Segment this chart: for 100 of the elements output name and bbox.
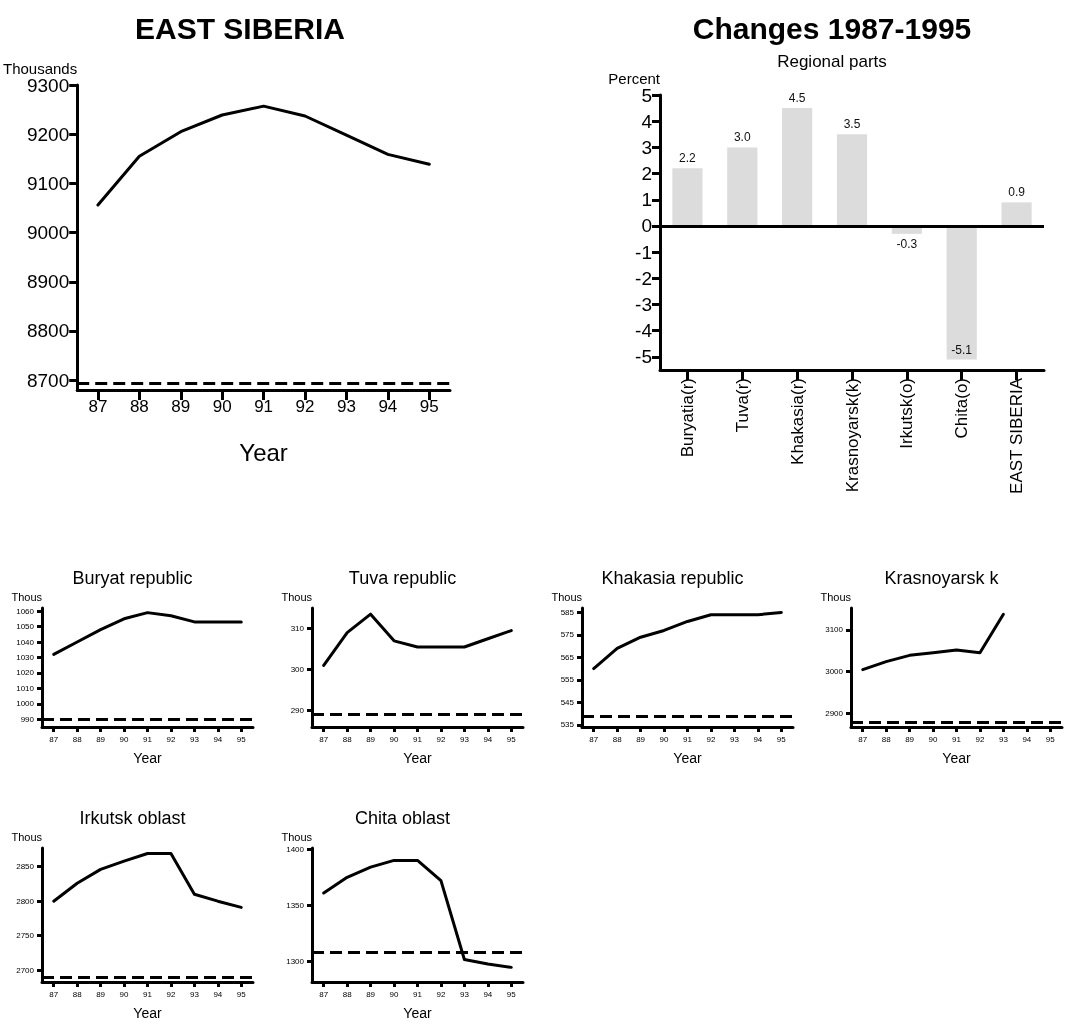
data-label: 4.5: [788, 91, 806, 106]
x-tick-label: 95: [776, 734, 787, 744]
data-label: -5.1: [951, 342, 973, 357]
x-tick-label: 94: [378, 397, 398, 416]
y-tick-label: 310: [290, 624, 305, 634]
x-tick-label: 88: [342, 989, 353, 999]
x-tick-label: 89: [96, 989, 106, 999]
x-tick-label: 91: [143, 734, 153, 744]
chart-subtitle: Regional parts: [777, 52, 887, 71]
data-label: 3.5: [843, 117, 861, 132]
x-tick-label: 94: [753, 734, 763, 744]
x-tick-label: 87: [589, 734, 599, 744]
y-tick-label: 585: [560, 607, 575, 617]
x-tick-label: 93: [189, 734, 200, 744]
y-tick-label: -2: [635, 267, 652, 289]
y-tick-label: -4: [635, 320, 653, 342]
y-tick-label: 1020: [16, 668, 35, 678]
y-tick-label: 5: [641, 84, 652, 106]
y-tick-label: 1300: [286, 957, 305, 967]
chart-title: Krasnoyarsk k: [884, 568, 1000, 588]
chart-title: Khakasia republic: [601, 568, 744, 588]
y-tick-label: 1010: [16, 683, 35, 693]
x-tick-label: 88: [612, 734, 623, 744]
x-axis-title: Year: [239, 438, 288, 466]
x-tick-label: 91: [413, 989, 423, 999]
y-tick-label: 9000: [26, 222, 70, 244]
y-tick-label: 9100: [26, 172, 70, 194]
x-tick-label: Buryatia(r): [677, 378, 697, 458]
y-tick-label: 575: [560, 630, 575, 640]
x-tick-label: EAST SIBERIA: [1007, 377, 1027, 494]
y-tick-label: 3000: [825, 667, 844, 677]
y-axis-title: Percent: [608, 69, 661, 87]
x-tick-label: 93: [336, 397, 356, 416]
x-tick-label: 89: [905, 734, 915, 744]
x-axis-title: Year: [403, 750, 432, 766]
y-tick-label: 2700: [16, 965, 35, 975]
y-tick-label: 565: [560, 652, 575, 662]
y-tick-label: 290: [290, 706, 305, 716]
x-tick-label: 87: [319, 989, 329, 999]
y-tick-label: -3: [635, 294, 652, 316]
y-tick-label: 2900: [825, 709, 844, 719]
chart-title: Buryat republic: [72, 568, 193, 588]
x-axis-title: Year: [403, 1005, 432, 1021]
x-tick-label: 88: [129, 397, 149, 416]
x-tick-label: 90: [389, 989, 400, 999]
y-tick-label: 0: [641, 215, 652, 237]
x-tick-label: 95: [1045, 734, 1056, 744]
x-tick-label: 90: [389, 734, 400, 744]
chart-title: Tuva republic: [348, 568, 457, 588]
y-axis-title: Thous: [551, 590, 583, 603]
y-tick-label: 8800: [26, 320, 70, 342]
x-tick-label: 93: [459, 734, 470, 744]
y-tick-label: 3: [641, 136, 652, 158]
x-tick-label: 88: [72, 989, 83, 999]
x-tick-label: Khakasia(r): [787, 378, 807, 465]
y-tick-label: 1050: [16, 622, 35, 632]
x-tick-label: 87: [49, 734, 59, 744]
y-tick-label: -1: [635, 241, 652, 263]
x-tick-label: 88: [72, 734, 83, 744]
x-tick-label: 91: [413, 734, 423, 744]
y-axis-title: Thous: [11, 830, 43, 843]
x-tick-label: Tuva(r): [732, 378, 752, 433]
y-tick-label: 1350: [286, 900, 305, 910]
y-tick-label: 1030: [16, 652, 35, 662]
x-tick-label: 95: [506, 734, 517, 744]
x-tick-label: 90: [119, 734, 130, 744]
chart-title: EAST SIBERIA: [134, 11, 346, 45]
y-tick-label: 1000: [16, 699, 35, 709]
y-tick-label: 1040: [16, 637, 35, 647]
x-tick-label: 90: [119, 989, 130, 999]
y-tick-label: 3100: [825, 625, 844, 635]
y-tick-label: 2: [641, 163, 652, 185]
y-tick-label: 8700: [26, 369, 70, 391]
x-tick-label: 95: [419, 397, 439, 416]
x-tick-label: 90: [928, 734, 939, 744]
x-tick-label: 90: [659, 734, 670, 744]
x-tick-label: 95: [506, 989, 517, 999]
x-tick-label: 91: [683, 734, 693, 744]
x-tick-label: 92: [166, 989, 176, 999]
x-tick-label: 92: [975, 734, 985, 744]
x-tick-label: 95: [236, 989, 247, 999]
x-tick-label: 91: [952, 734, 962, 744]
chart-title: Chita oblast: [354, 808, 451, 828]
x-tick-label: 92: [436, 734, 446, 744]
y-tick-label: 1400: [286, 844, 305, 854]
x-tick-label: 90: [212, 397, 232, 416]
chart-title: Irkutsk oblast: [79, 808, 186, 828]
y-axis-title: Thous: [281, 830, 313, 843]
x-tick-label: 87: [858, 734, 868, 744]
y-tick-label: 2750: [16, 931, 35, 941]
x-tick-label: 91: [254, 397, 274, 416]
y-axis-title: Thous: [11, 590, 43, 603]
x-axis-title: Year: [133, 1005, 162, 1021]
x-tick-label: 93: [729, 734, 740, 744]
x-tick-label: 92: [295, 397, 315, 416]
x-tick-label: 94: [213, 734, 223, 744]
y-tick-label: 535: [560, 720, 575, 730]
x-tick-label: 94: [483, 989, 493, 999]
y-tick-label: 545: [560, 697, 575, 707]
y-tick-label: 4: [641, 110, 653, 132]
